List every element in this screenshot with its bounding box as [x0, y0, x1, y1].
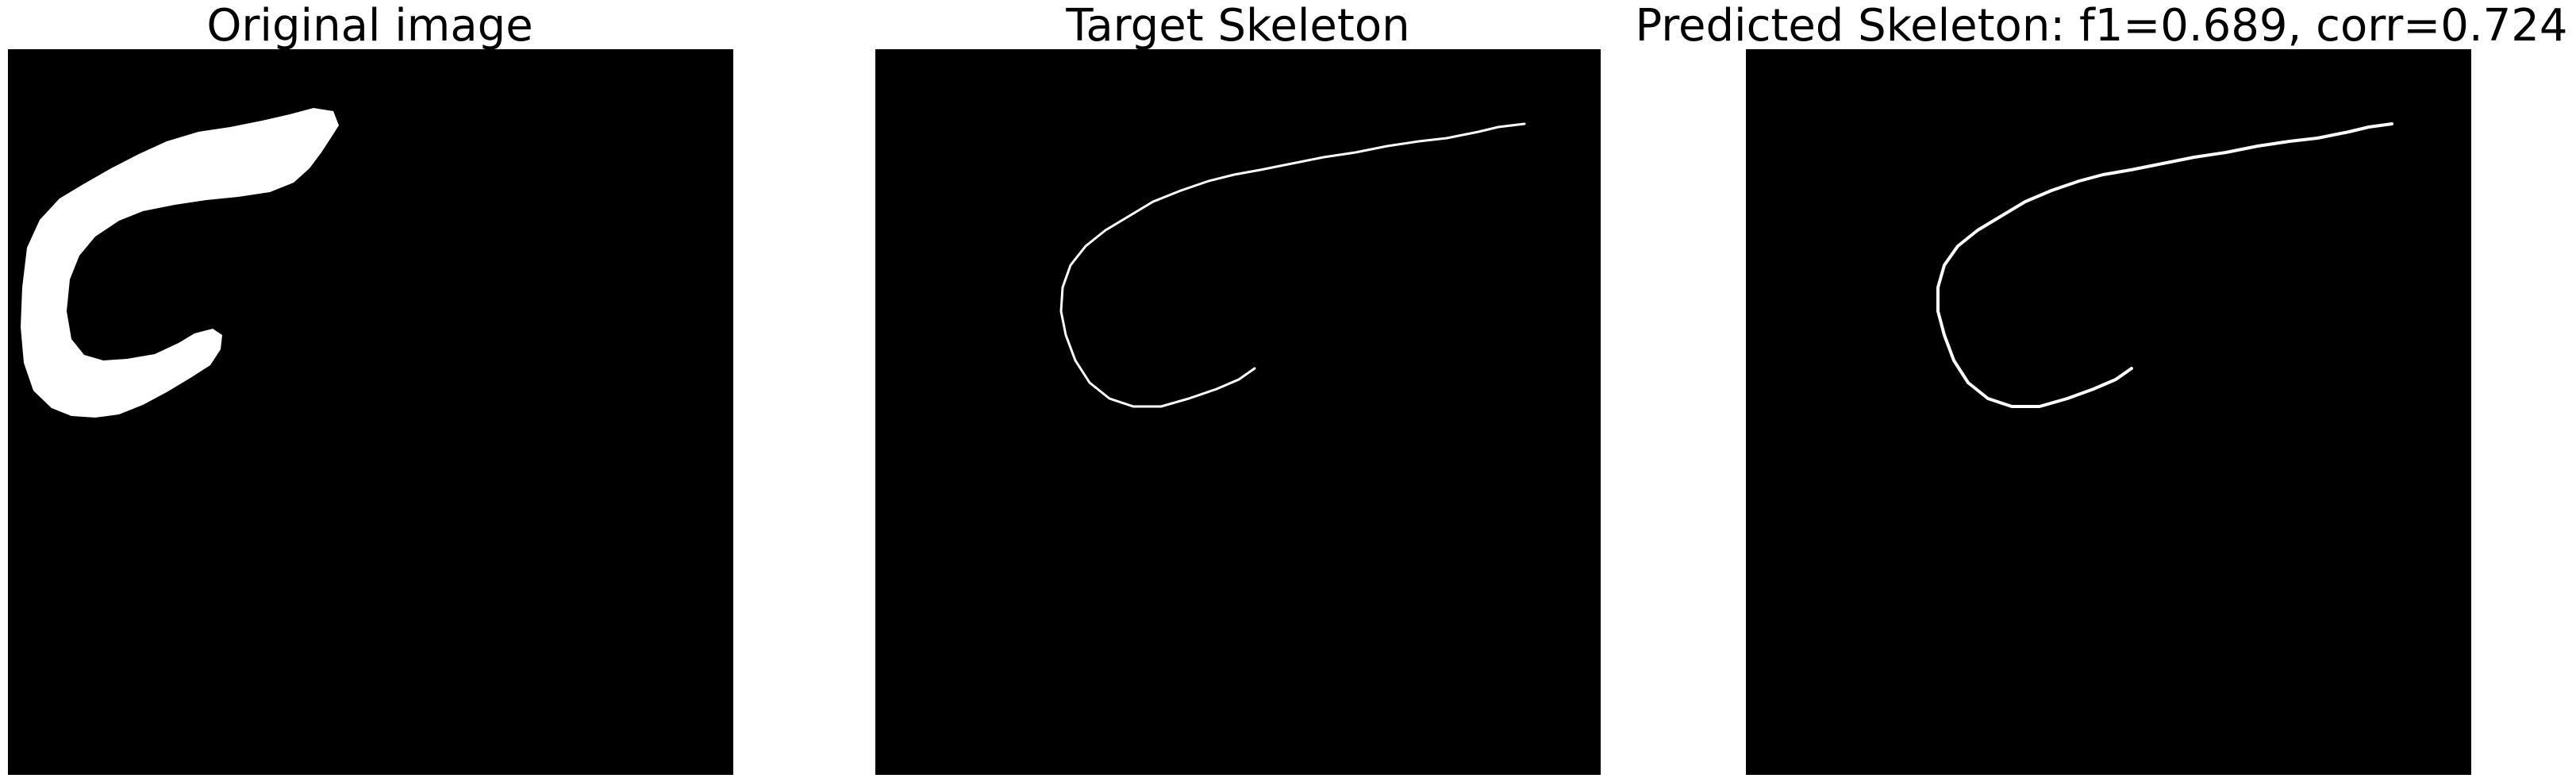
- target-skeleton-line: [1059, 122, 1526, 408]
- target-skeleton-title: Target Skeleton: [1066, 0, 1410, 52]
- target-skeleton-image: [1059, 122, 1526, 408]
- original-image-panel: [8, 49, 733, 775]
- original-image-mask: [21, 108, 339, 418]
- predicted-skeleton-image: [1936, 122, 2393, 408]
- target-skeleton-panel: [875, 49, 1601, 775]
- predicted-skeleton-panel: [1746, 49, 2471, 775]
- original-image-title: Original image: [206, 0, 533, 52]
- white-blob-shape: [21, 108, 339, 418]
- predicted-skeleton-line: [1936, 122, 2393, 408]
- predicted-skeleton-title: Predicted Skeleton: f1=0.689, corr=0.724: [1635, 0, 2568, 52]
